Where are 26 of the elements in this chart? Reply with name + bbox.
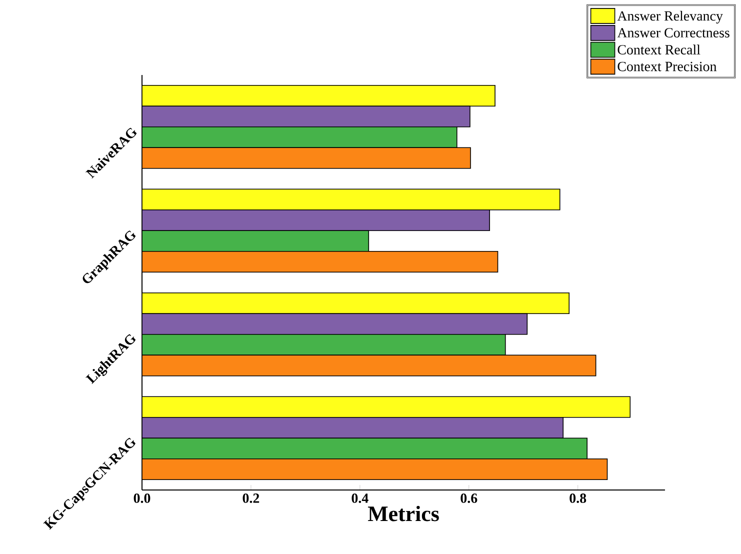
bar bbox=[142, 250, 498, 273]
x-axis-title: Metrics bbox=[368, 506, 439, 522]
bar bbox=[142, 416, 564, 439]
x-tick-label: 0.2 bbox=[242, 494, 260, 503]
bar bbox=[142, 147, 471, 169]
bar bbox=[142, 84, 496, 107]
bar bbox=[142, 106, 470, 128]
legend-label: Context Recall bbox=[618, 44, 700, 54]
legend-label: Answer Correctness bbox=[617, 28, 730, 38]
x-tick-label: 0.0 bbox=[134, 494, 150, 503]
x-tick-label: 0.6 bbox=[460, 494, 478, 503]
bar bbox=[142, 188, 560, 210]
bar bbox=[142, 396, 631, 418]
bar bbox=[142, 438, 588, 460]
bar bbox=[142, 458, 608, 480]
legend-label: Answer Relevancy bbox=[617, 10, 723, 24]
bar bbox=[142, 313, 528, 335]
bar bbox=[142, 354, 596, 376]
bar bbox=[142, 230, 370, 252]
bar bbox=[142, 334, 506, 356]
legend-label: Context Precision bbox=[618, 62, 717, 72]
bar bbox=[142, 292, 570, 314]
x-tick-label: 0.4 bbox=[352, 494, 368, 503]
x-tick-label: 0.8 bbox=[570, 494, 586, 503]
bar bbox=[142, 126, 458, 148]
bar bbox=[142, 209, 490, 232]
